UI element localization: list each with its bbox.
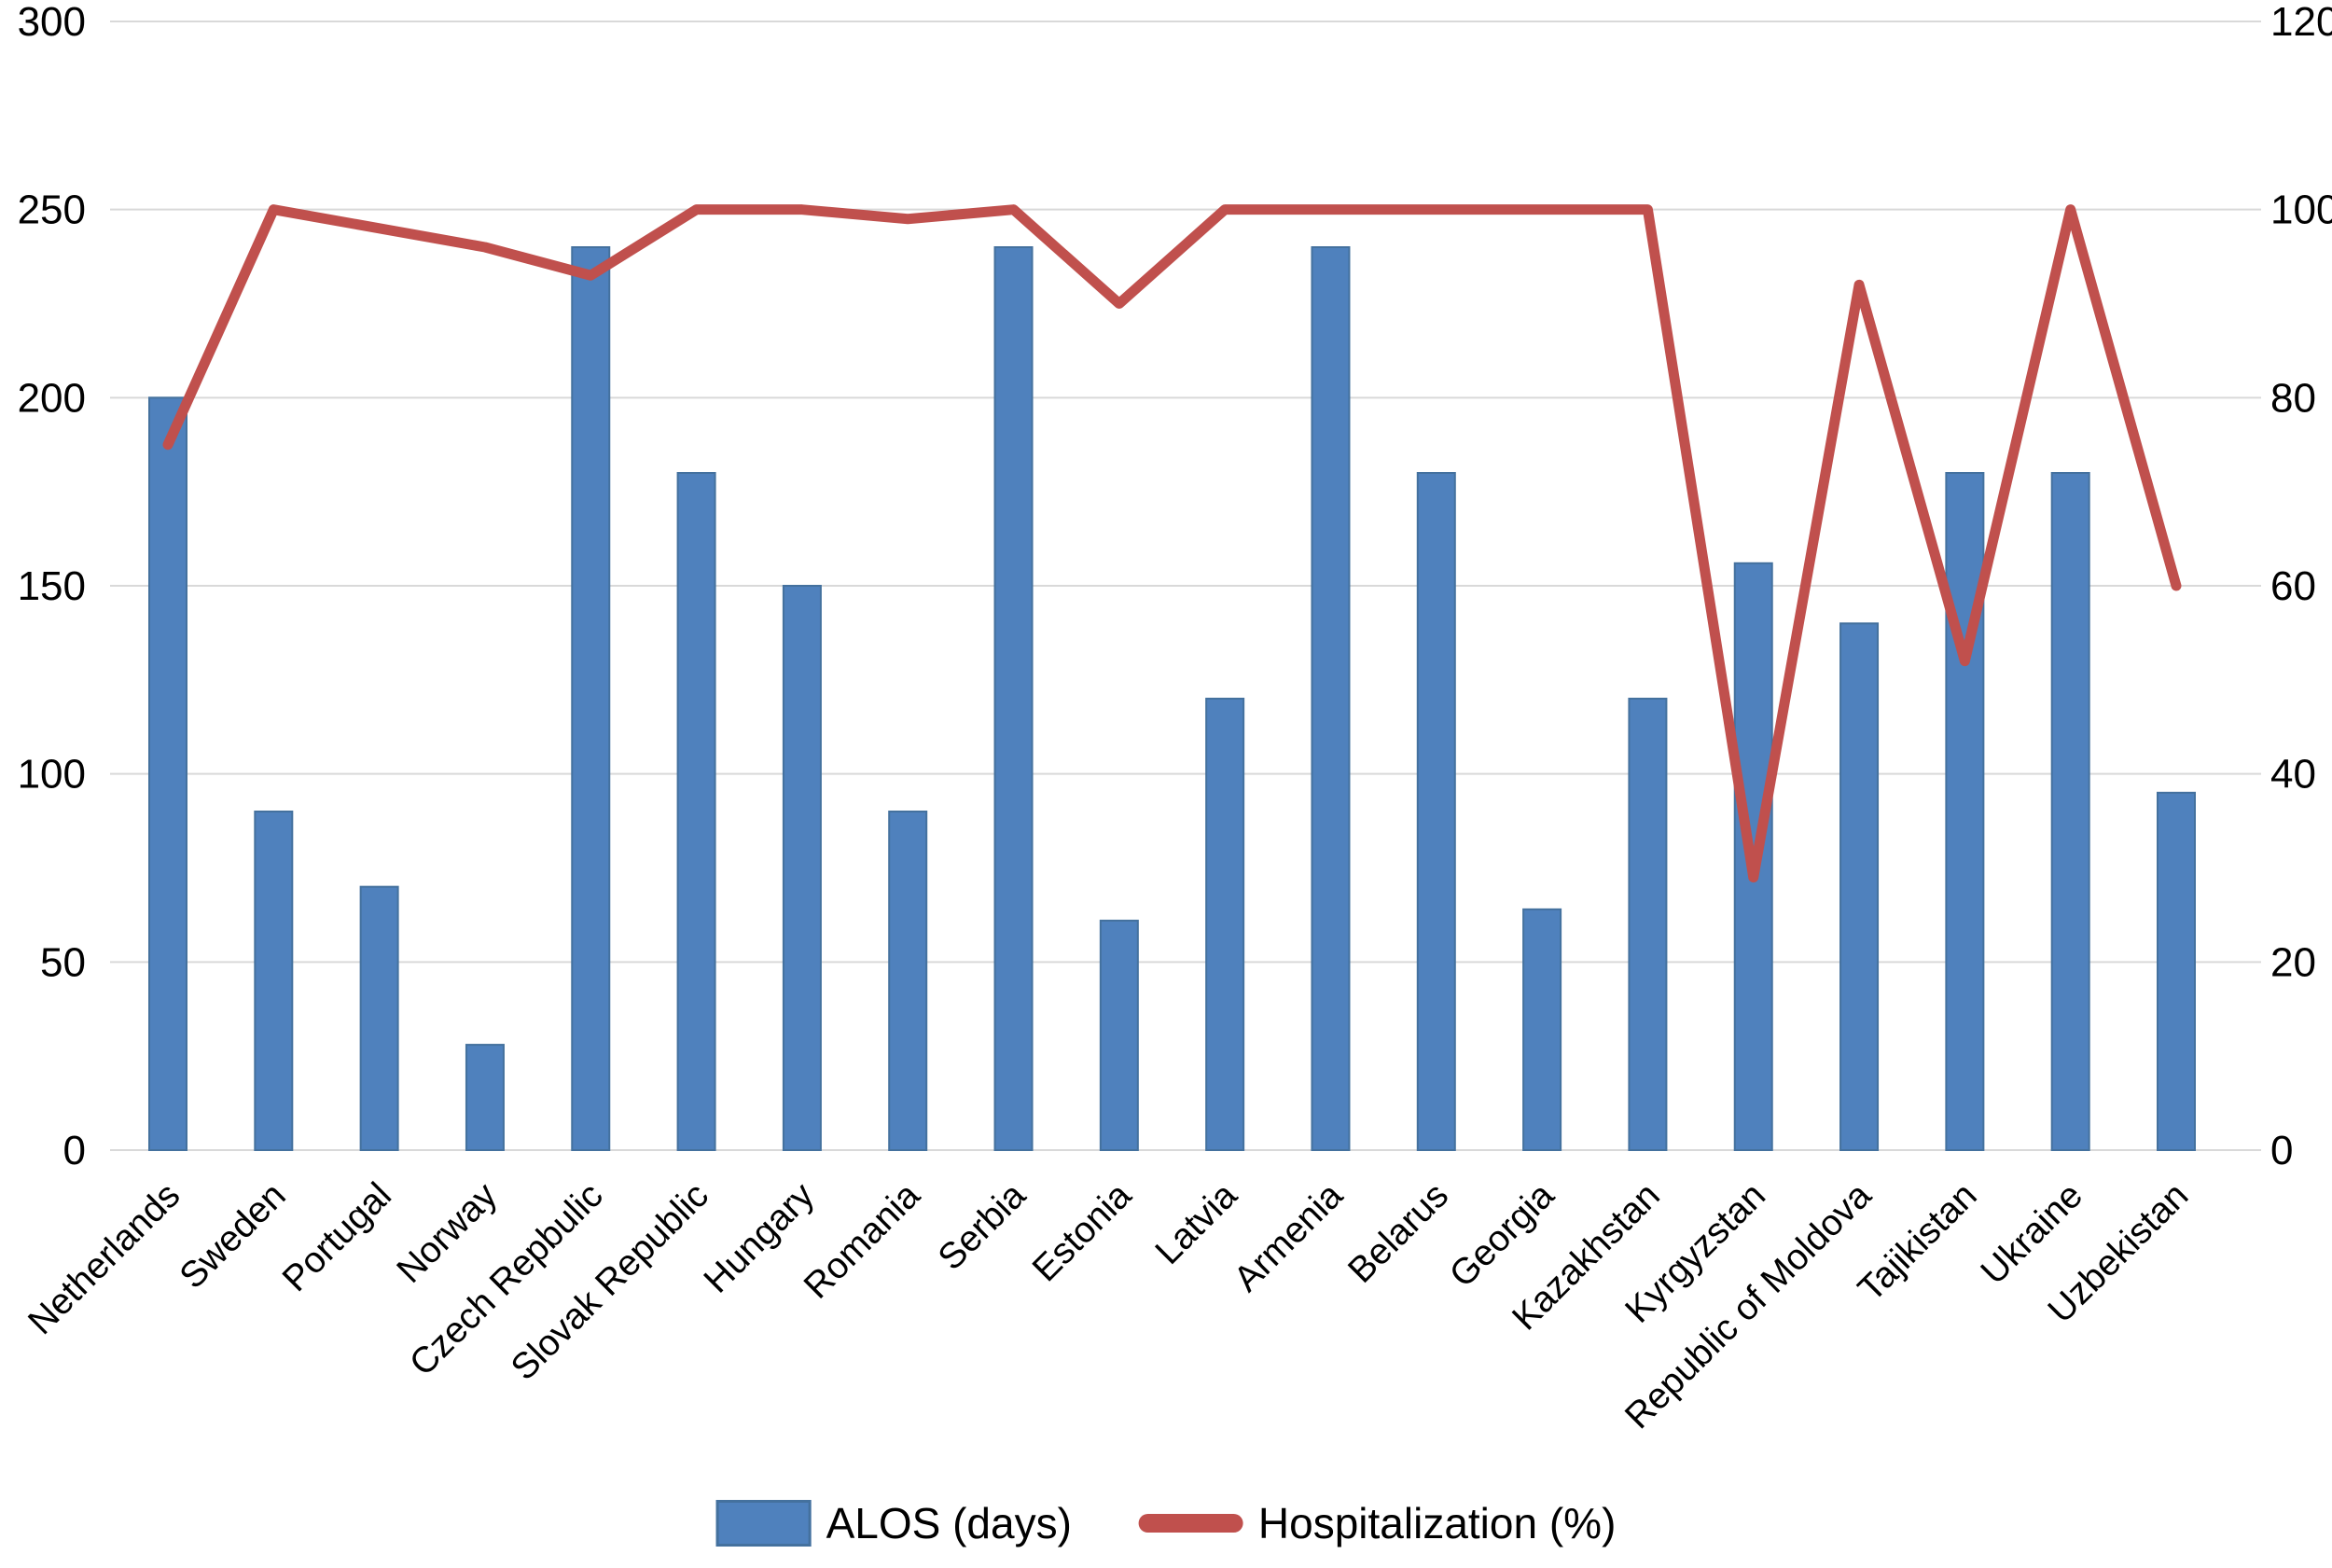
x-axis-label-portugal: Portugal: [275, 1175, 399, 1299]
x-axis-label-netherlands: Netherlands: [21, 1175, 187, 1342]
bar-estonia: [1099, 919, 1139, 1152]
x-axis-label-slovak-republic: Slovak Republic: [504, 1175, 716, 1388]
bar-netherlands: [148, 396, 187, 1152]
bar-armenia: [1311, 246, 1351, 1151]
left-axis-tick-label: 100: [18, 752, 86, 798]
bar-sweden: [254, 811, 294, 1151]
bar-romania: [888, 811, 928, 1151]
x-axis-label-romania: Romania: [797, 1175, 928, 1307]
left-axis-tick-label: 300: [18, 0, 86, 45]
right-axis-tick-label: 120: [2270, 0, 2332, 45]
bar-hungary: [782, 585, 822, 1151]
bar-uzbekistan: [2157, 791, 2196, 1151]
bar-latvia: [1205, 698, 1245, 1151]
bar-belarus: [1416, 472, 1456, 1151]
bar-norway: [465, 1044, 505, 1151]
x-axis-label-sweden: Sweden: [173, 1175, 294, 1297]
bar-czech-repbulic: [571, 246, 611, 1151]
bar-kazakhstan: [1628, 698, 1668, 1151]
alos-legend-label: ALOS (days): [826, 1499, 1072, 1547]
right-axis-tick-label: 40: [2270, 752, 2316, 798]
bar-tajikistan: [1945, 472, 1985, 1151]
bar-georgia: [1522, 908, 1562, 1151]
left-axis-tick-label: 50: [40, 939, 86, 985]
hospitalization-line: [162, 204, 2182, 883]
x-axis-label-estonia: Estonia: [1025, 1175, 1140, 1290]
bar-slovak-republic: [676, 472, 716, 1151]
left-axis-tick-label: 200: [18, 375, 86, 421]
x-axis-label-armenia: Armenia: [1227, 1175, 1351, 1299]
bar-ukraine: [2050, 472, 2090, 1151]
alos-legend-swatch: [715, 1500, 812, 1547]
x-axis-label-belarus: Belarus: [1340, 1175, 1456, 1291]
left-axis-tick-label: 250: [18, 187, 86, 233]
right-axis-tick-label: 0: [2270, 1128, 2293, 1173]
bar-portugal: [359, 885, 399, 1152]
right-axis-tick-label: 60: [2270, 563, 2316, 609]
left-axis-tick-label: 0: [63, 1128, 86, 1173]
x-axis-label-latvia: Latvia: [1148, 1175, 1245, 1272]
x-axis-label-czech-repbulic: Czech Repbulic: [402, 1175, 611, 1384]
hospitalization-legend-swatch: [1138, 1514, 1243, 1533]
left-axis-tick-label: 150: [18, 563, 86, 609]
bar-republic-of-moldova: [1839, 622, 1880, 1151]
chart-legend: ALOS (days) Hospitalization (%): [715, 1499, 1617, 1547]
right-axis-tick-label: 100: [2270, 187, 2332, 233]
right-axis-tick-label: 80: [2270, 375, 2316, 421]
right-axis-tick-label: 20: [2270, 939, 2316, 985]
hospitalization-legend-label: Hospitalization (%): [1257, 1499, 1617, 1547]
bar-serbia: [993, 246, 1034, 1151]
x-axis-label-serbia: Serbia: [931, 1175, 1034, 1278]
